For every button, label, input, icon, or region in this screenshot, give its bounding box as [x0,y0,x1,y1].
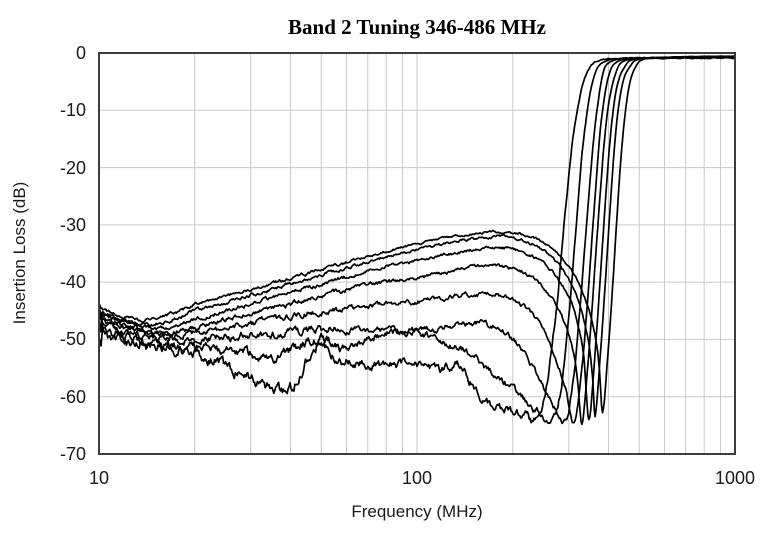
x-tick-label: 100 [401,468,433,488]
y-tick-label: -10 [59,100,86,121]
trace-466mhz [99,55,735,418]
trace-426mhz [99,56,735,426]
trace-386mhz [99,56,735,425]
y-tick-label: -70 [59,444,86,464]
chart-title: Band 2 Tuning 346-486 MHz [288,15,546,39]
y-tick-label: -30 [59,214,86,235]
y-tick-label: -60 [59,386,86,407]
y-tick-label: -20 [59,157,86,178]
y-tick-label: 0 [75,43,86,63]
x-tick-label: 10 [88,468,110,488]
x-axis-title: Frequency (MHz) [351,502,483,521]
x-tick-label: 1000 [714,468,756,488]
y-tick-label: -40 [59,272,86,293]
y-tick-label: -50 [59,329,86,350]
trace-486mhz [99,55,735,414]
trace-446mhz [99,55,735,421]
